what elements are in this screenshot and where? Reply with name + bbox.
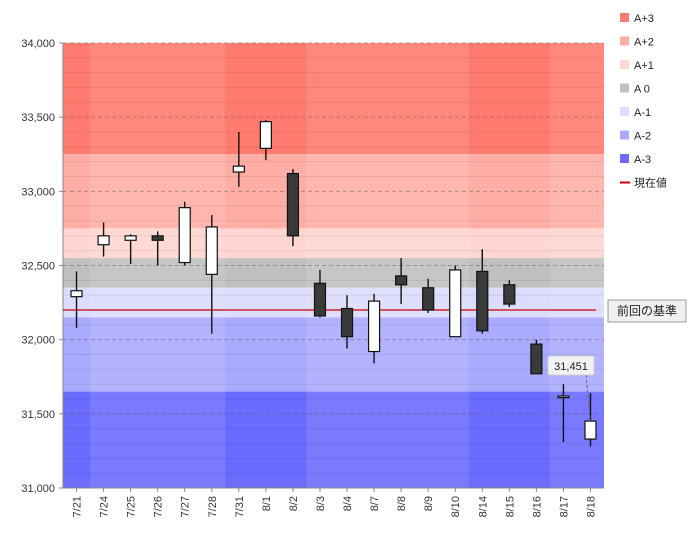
candle-body	[395, 275, 408, 286]
last-value-box	[547, 355, 595, 376]
band-Aplus3	[63, 43, 604, 155]
y-tick-label: 33,500	[21, 112, 55, 124]
candle-body	[205, 226, 218, 276]
candle-body	[449, 269, 462, 338]
band-Aplus2	[63, 154, 604, 229]
reference-label: 前回の基準	[617, 303, 677, 318]
legend-label: A-3	[634, 154, 651, 166]
candle-body	[259, 121, 272, 149]
x-tick-label: 7/24	[99, 496, 111, 517]
band-Aminus2	[63, 317, 604, 392]
x-tick-label: 8/4	[342, 496, 354, 511]
x-tick-label: 8/15	[504, 496, 516, 517]
reference-label-box	[607, 299, 687, 323]
y-tick-label: 32,000	[21, 335, 55, 347]
legend-swatch	[620, 130, 629, 140]
x-tick-label: 8/14	[477, 496, 489, 517]
x-tick-label: 7/25	[126, 496, 138, 517]
x-tick-label: 8/1	[261, 496, 273, 511]
legend-swatch	[620, 60, 629, 69]
x-tick-label: 8/2	[288, 496, 300, 511]
y-tick-label: 34,000	[21, 38, 55, 50]
y-tick-label: 32,500	[21, 261, 55, 273]
candle-body	[503, 284, 516, 305]
candle-body	[313, 282, 327, 317]
x-tick-label: 8/9	[423, 496, 435, 511]
legend-swatch	[620, 13, 629, 22]
x-tick-label: 8/8	[396, 496, 408, 511]
candle-body	[124, 235, 137, 241]
x-tick-label: 8/3	[315, 496, 327, 511]
y-tick-label: 31,000	[21, 483, 55, 495]
legend-label: A-2	[634, 131, 651, 143]
legend-swatch	[620, 36, 629, 46]
band-Aminus3	[63, 391, 604, 488]
x-tick-label: 7/26	[153, 496, 165, 517]
x-tick-label: 7/27	[180, 496, 192, 517]
candle-body	[340, 307, 354, 338]
legend-swatch	[620, 154, 629, 163]
candle-body	[367, 300, 381, 353]
candle-body	[584, 420, 597, 440]
x-tick-label: 8/18	[585, 496, 597, 517]
legend-label: A+3	[634, 13, 654, 25]
candle-body	[97, 235, 110, 246]
legend-swatch	[620, 83, 629, 93]
legend-swatch	[620, 107, 629, 116]
x-tick-label: 7/31	[234, 496, 246, 517]
candle-body	[557, 395, 570, 399]
candle-body	[530, 343, 543, 375]
legend-label: A+1	[634, 60, 654, 72]
column-shade-2	[549, 43, 604, 488]
candle-body	[151, 235, 164, 241]
legend-label: 現在値	[634, 177, 667, 190]
candle-body	[286, 172, 300, 237]
candle-body	[178, 207, 191, 264]
x-tick-label: 7/28	[207, 496, 219, 517]
x-tick-label: 8/7	[369, 496, 381, 511]
candle-body	[476, 270, 489, 332]
x-tick-label: 8/10	[450, 496, 462, 517]
last-value-label: 31,451	[554, 361, 588, 373]
legend-label: A+2	[634, 37, 654, 49]
y-tick-label: 31,500	[21, 409, 55, 421]
band-Aplus1	[63, 228, 604, 259]
x-tick-label: 8/17	[558, 496, 570, 517]
candle-body	[422, 287, 435, 311]
column-shade-1	[306, 43, 469, 488]
last-value-leader	[585, 374, 591, 422]
candle-body	[70, 290, 83, 298]
legend-label: A-1	[634, 107, 651, 119]
x-tick-label: 7/21	[72, 496, 84, 517]
y-tick-label: 33,000	[21, 186, 55, 198]
candle-body	[232, 165, 245, 173]
band-A0	[63, 258, 604, 288]
legend-label: A 0	[634, 84, 650, 96]
x-tick-label: 8/16	[531, 496, 543, 517]
